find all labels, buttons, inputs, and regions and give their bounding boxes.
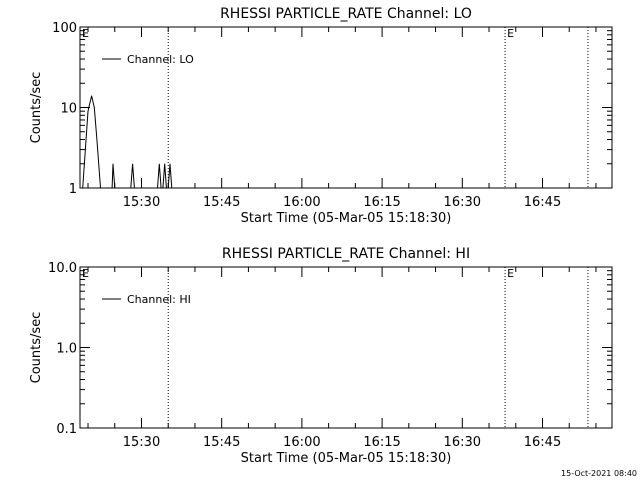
corner-label: E [82, 27, 89, 40]
chart-panel-1: RHESSI PARTICLE_RATE Channel: HI 0.1 1.0 10… [29, 246, 613, 466]
x-tick-label: 15:30 [123, 195, 160, 210]
y-tick-label: 1.0 [56, 342, 77, 357]
legend-label: Channel: LO [127, 53, 194, 66]
series-line [80, 95, 179, 189]
x-tick-label: 16:00 [283, 195, 320, 210]
x-tick-label: 15:45 [203, 435, 240, 450]
legend-label: Channel: HI [127, 293, 191, 306]
event-marker-label: E [507, 27, 514, 40]
x-tick-label: 16:15 [363, 435, 400, 450]
x-tick-label: 16:45 [524, 195, 561, 210]
footer-timestamp: 15-Oct-2021 08:40 [561, 469, 637, 478]
chart-title: RHESSI PARTICLE_RATE Channel: LO [220, 6, 472, 22]
x-axis-label: Start Time (05-Mar-05 15:18:30) [241, 211, 452, 226]
x-tick-label: 15:45 [203, 195, 240, 210]
x-tick-label: 16:00 [283, 435, 320, 450]
event-marker-label: E [507, 267, 514, 280]
y-tick-label: 0.1 [56, 422, 77, 437]
y-tick-label: 10 [60, 102, 77, 117]
y-tick-label: 100 [52, 21, 77, 36]
x-tick-label: 16:45 [524, 435, 561, 450]
chart-panel-0: RHESSI PARTICLE_RATE Channel: LO 1 10 100 Co… [29, 6, 613, 226]
y-axis-label: Counts/sec [29, 72, 44, 144]
x-tick-label: 15:30 [123, 435, 160, 450]
plot-frame [79, 266, 613, 429]
y-tick-label: 10.0 [48, 261, 77, 276]
x-tick-label: 16:15 [363, 195, 400, 210]
corner-label: E [82, 267, 89, 280]
y-axis-label: Counts/sec [29, 312, 44, 384]
x-tick-label: 16:30 [444, 435, 481, 450]
y-tick-label: 1 [69, 182, 77, 197]
x-axis-label: Start Time (05-Mar-05 15:18:30) [241, 451, 452, 466]
chart-title: RHESSI PARTICLE_RATE Channel: HI [222, 246, 470, 262]
x-tick-label: 16:30 [444, 195, 481, 210]
